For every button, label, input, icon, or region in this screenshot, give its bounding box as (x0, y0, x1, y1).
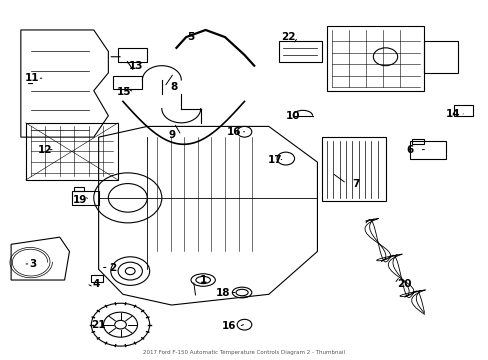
Text: 17: 17 (267, 156, 282, 165)
Text: 16: 16 (226, 127, 241, 137)
Text: 13: 13 (129, 61, 143, 71)
Text: 1: 1 (199, 275, 206, 285)
Bar (424, 41, 458, 73)
Text: 22: 22 (281, 32, 295, 42)
Bar (26, 123, 118, 180)
Bar (74, 187, 84, 191)
Text: 3: 3 (29, 259, 37, 269)
Text: 11: 11 (25, 73, 39, 83)
Bar (326, 26, 424, 91)
Bar (113, 76, 142, 89)
Bar (411, 139, 424, 144)
Text: 4: 4 (92, 279, 100, 289)
Text: 20: 20 (396, 279, 410, 289)
Text: 21: 21 (91, 320, 106, 330)
Text: 5: 5 (187, 32, 194, 42)
Text: 9: 9 (168, 130, 175, 140)
Text: 19: 19 (73, 195, 87, 204)
Text: 7: 7 (352, 179, 359, 189)
Bar (453, 105, 472, 116)
Text: 14: 14 (446, 109, 460, 119)
Text: 10: 10 (285, 111, 300, 121)
Bar (278, 41, 322, 62)
Text: 2017 Ford F-150 Automatic Temperature Controls Diagram 2 - Thumbnail: 2017 Ford F-150 Automatic Temperature Co… (143, 350, 345, 355)
Text: 15: 15 (117, 87, 131, 98)
Text: 8: 8 (170, 82, 177, 92)
Text: 16: 16 (221, 321, 236, 332)
Bar (118, 48, 147, 62)
Bar (409, 141, 446, 158)
Bar (322, 137, 385, 202)
Text: 2: 2 (109, 262, 117, 273)
Text: 12: 12 (38, 145, 52, 155)
Text: 6: 6 (406, 145, 412, 155)
Bar (72, 191, 99, 205)
Bar (91, 275, 103, 282)
Text: 18: 18 (215, 288, 229, 297)
